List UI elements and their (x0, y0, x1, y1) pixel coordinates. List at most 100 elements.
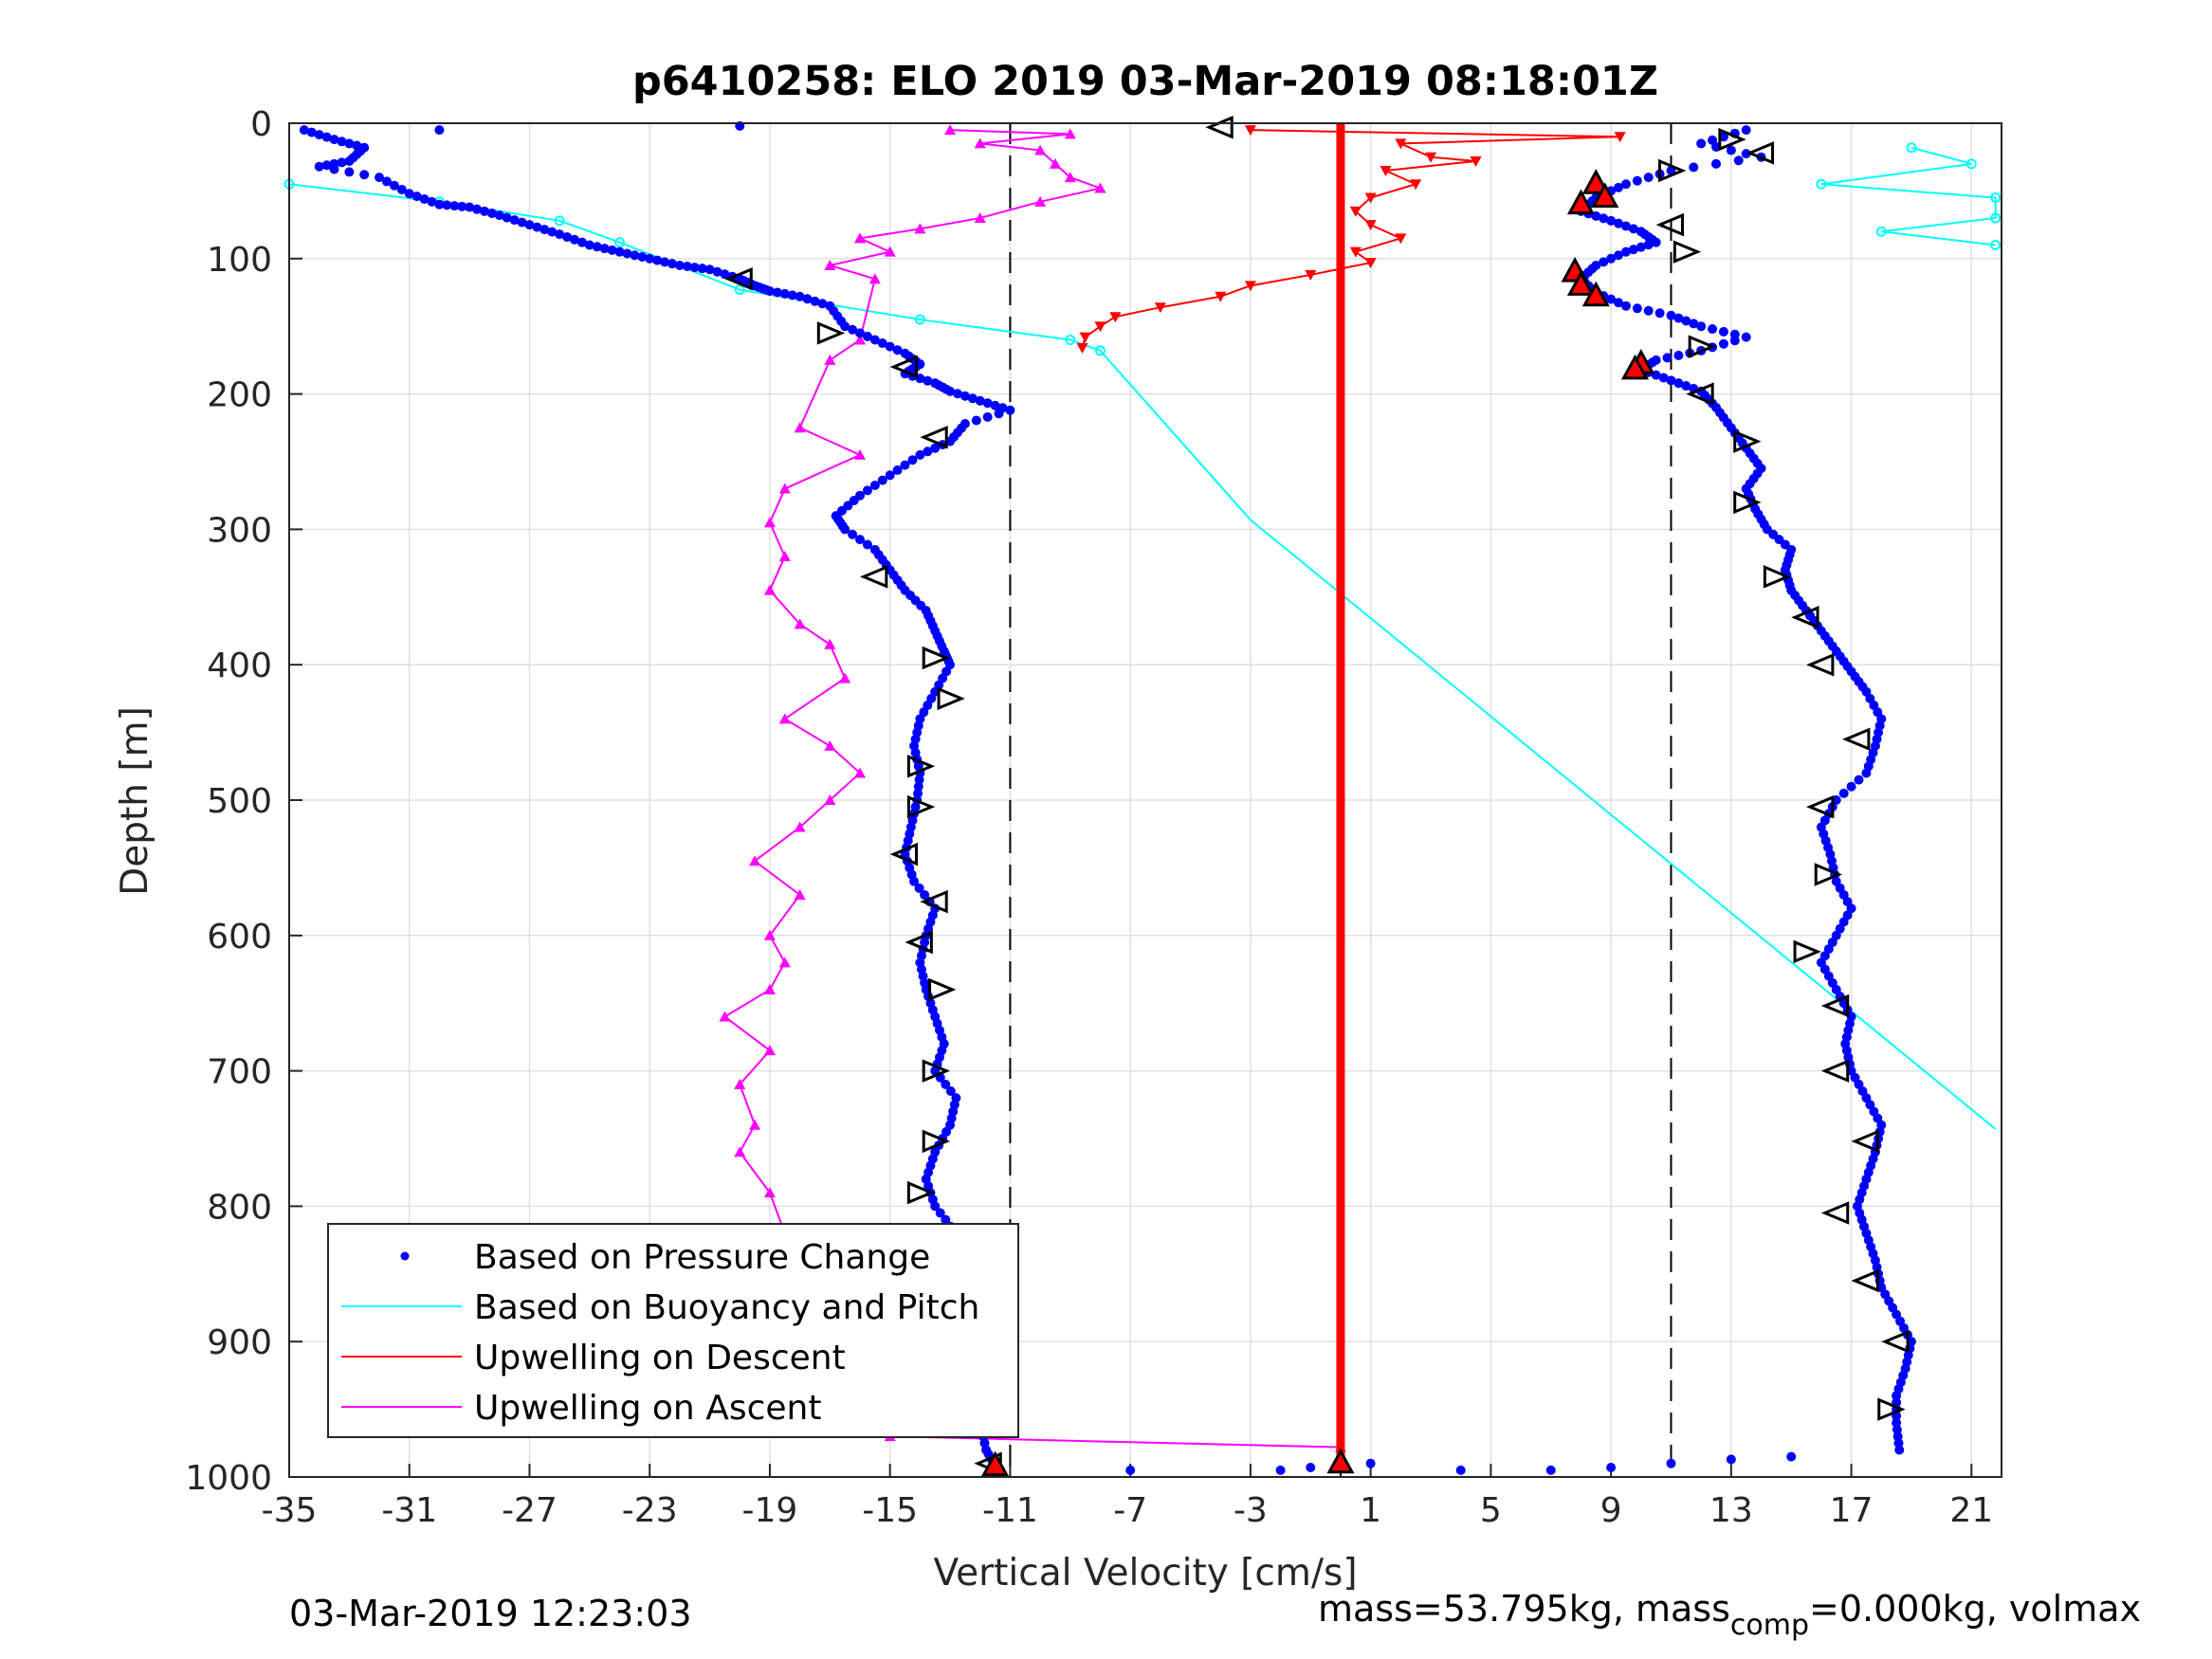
pressure-point (576, 237, 587, 247)
pressure-point (1606, 253, 1617, 264)
y-tick-label: 800 (207, 1188, 272, 1227)
upwelling-ascent-point (1094, 182, 1106, 193)
pressure-point (532, 222, 542, 232)
pressure-point (427, 196, 437, 207)
pressure-point (555, 229, 565, 240)
pressure-point (1614, 182, 1624, 192)
pressure-point (712, 266, 722, 277)
pressure-point (1628, 245, 1638, 255)
pressure-point (314, 161, 324, 172)
pressure-point (1729, 336, 1740, 346)
pressure-point (994, 409, 1004, 419)
pressure-point (1673, 378, 1684, 389)
pressure-point (1696, 138, 1707, 149)
pressure-point (321, 132, 332, 142)
open-triangle-marker (1673, 240, 1702, 264)
open-triangle-marker (1718, 127, 1746, 152)
pressure-point (945, 1086, 956, 1097)
pressure-point (329, 164, 339, 174)
upwelling-descent-point (1109, 312, 1122, 323)
x-tick-label: 13 (1709, 1491, 1753, 1530)
pressure-point (1673, 313, 1684, 323)
pressure-point (689, 263, 700, 273)
pressure-point (869, 480, 880, 490)
pressure-point (982, 411, 993, 422)
open-triangle-marker (724, 266, 753, 291)
pressure-point (1708, 324, 1718, 335)
pressure-point (1838, 788, 1849, 798)
pressure-point (990, 400, 1000, 410)
pressure-point (637, 252, 648, 263)
footer-mass-prefix: mass=53.795kg, mass (1318, 1588, 1730, 1630)
open-triangle-marker (906, 755, 936, 778)
open-triangle-marker (859, 565, 888, 589)
axes-box (288, 122, 2002, 1478)
upwelling-descent-point (1364, 192, 1377, 204)
x-tick-label: 21 (1949, 1491, 1993, 1530)
red-triangle-marker (1591, 182, 1619, 209)
open-triangle-marker (1686, 382, 1714, 406)
upwelling-descent-point (1425, 152, 1436, 163)
pressure-point (1846, 781, 1856, 792)
pressure-point (1696, 321, 1707, 332)
upwelling-descent-point (1380, 165, 1392, 176)
pressure-point (945, 386, 956, 396)
pressure-point (682, 262, 692, 272)
upwelling-ascent-point (839, 672, 851, 684)
upwelling-ascent-point (734, 1078, 746, 1089)
pressure-point (1673, 350, 1684, 360)
x-tick-label: -19 (742, 1491, 798, 1530)
footer-mass-info: mass=53.795kg, masscomp=0.000kg, volmax (1318, 1588, 2141, 1642)
legend-label-buoyancy: Based on Buoyancy and Pitch (474, 1288, 979, 1327)
pressure-point (1606, 1463, 1617, 1473)
pressure-point (1726, 1454, 1736, 1465)
x-tick-label: 17 (1830, 1491, 1874, 1530)
pressure-point (1666, 310, 1676, 320)
y-tick-labels: 0 100 200 300 400 500 600 700 800 900 1000 (185, 105, 272, 1498)
pressure-point (1651, 237, 1661, 247)
pressure-point (1643, 173, 1654, 183)
pressure-point (306, 127, 317, 137)
open-triangle-marker (889, 842, 919, 866)
open-triangle-marker (1733, 429, 1762, 453)
x-tick-label: -31 (381, 1491, 437, 1530)
open-triangle-marker (1820, 1201, 1850, 1225)
red-triangle-marker (1581, 169, 1610, 194)
pressure-point (1718, 132, 1728, 142)
pressure-point (914, 883, 924, 893)
open-triangle-marker (1805, 794, 1835, 819)
pressure-point (344, 138, 355, 149)
pressure-point (1894, 1445, 1905, 1455)
legend-label-ascent: Upwelling on Ascent (474, 1389, 821, 1428)
pressure-point (329, 135, 339, 145)
pressure-point (975, 395, 985, 406)
x-axis-label: Vertical Velocity [cm/s] (933, 1552, 1357, 1595)
buoyancy-point (614, 237, 626, 248)
pressure-point (1662, 353, 1673, 363)
upwelling-descent-point (1364, 258, 1377, 269)
open-triangle-marker (1763, 565, 1792, 589)
pressure-point (1275, 1465, 1286, 1475)
upwelling-ascent-point (794, 888, 806, 900)
upwelling-ascent-point (1034, 144, 1047, 155)
pressure-point (1726, 145, 1736, 155)
x-tick-label: -23 (622, 1491, 678, 1530)
buoyancy-point (1906, 142, 1917, 154)
open-triangle-marker (906, 1180, 936, 1205)
upwelling-descent-point (1395, 138, 1407, 150)
open-triangle-marker (928, 977, 957, 1002)
y-tick-label: 500 (207, 782, 272, 821)
upwelling-descent-point (1244, 281, 1256, 292)
pressure-point (314, 130, 324, 140)
pressure-point (1620, 246, 1631, 257)
upwelling-ascent-point (763, 584, 776, 595)
upwelling-ascent-point (794, 618, 806, 629)
pressure-point (442, 200, 452, 210)
open-triangle-marker (922, 646, 951, 670)
upwelling-ascent-point (824, 638, 836, 649)
open-triangle-marker (1688, 335, 1717, 358)
pressure-point (862, 331, 872, 341)
pressure-point (404, 189, 414, 199)
pressure-point (982, 398, 993, 409)
